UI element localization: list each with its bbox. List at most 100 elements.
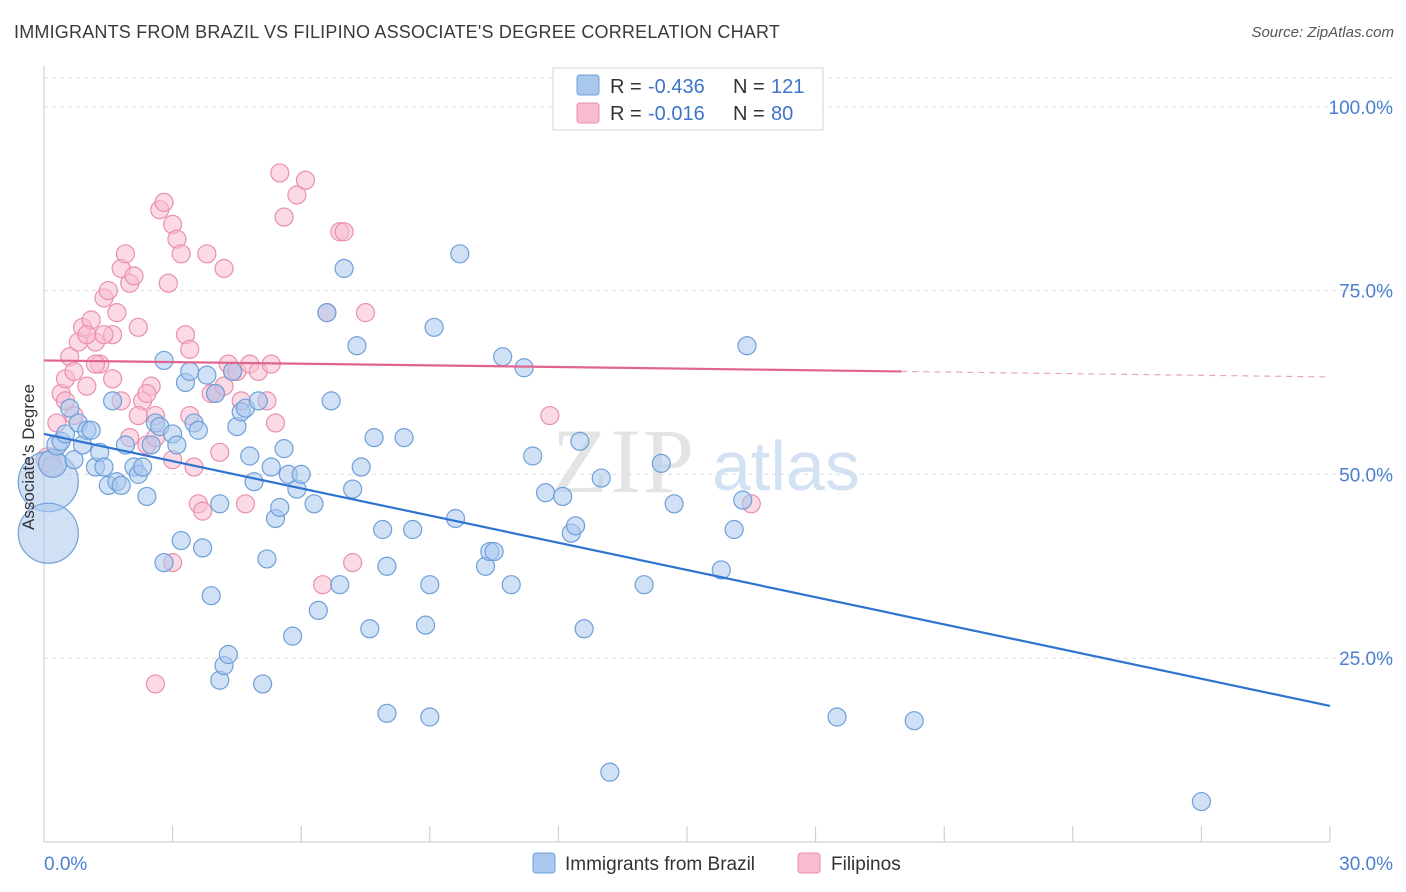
- brazil-point: [270, 497, 290, 518]
- brazil-point: [244, 472, 264, 492]
- filipinos-point: [270, 163, 290, 183]
- y-tick-label: 100.0%: [1329, 98, 1394, 119]
- legend-swatch-brazil: [576, 74, 600, 96]
- watermark: ZIP atlas: [552, 410, 860, 512]
- brazil-point: [274, 439, 294, 459]
- filipinos-point: [107, 303, 127, 323]
- brazil-point: [64, 450, 84, 470]
- brazil-point: [321, 391, 341, 411]
- brazil-point: [132, 457, 153, 477]
- filipinos-point: [128, 317, 148, 337]
- brazil-point: [574, 619, 594, 639]
- brazil-point: [364, 428, 384, 448]
- brazil-point: [651, 453, 671, 473]
- brazil-point: [193, 538, 213, 558]
- filipinos-point: [197, 244, 217, 264]
- filipinos-point: [235, 494, 256, 514]
- brazil-point: [188, 420, 208, 440]
- brazil-point: [501, 575, 521, 595]
- x-tick-label-min: 0.0%: [44, 854, 87, 875]
- brazil-point: [60, 398, 80, 418]
- brazil-point: [904, 711, 924, 731]
- brazil-point: [257, 549, 277, 569]
- legend-r-value-1: -0.436: [648, 76, 705, 98]
- chart-source: Source: ZipAtlas.com: [1251, 24, 1394, 41]
- series-brazil-points: [17, 244, 1212, 812]
- filipinos-point: [210, 442, 230, 462]
- filipinos-point: [295, 170, 316, 190]
- brazil-point: [484, 541, 504, 562]
- filipinos-point: [355, 303, 376, 323]
- brazil-point: [330, 575, 350, 595]
- brazil-point: [493, 347, 513, 367]
- brazil-trend-line: [43, 432, 1331, 708]
- chart-title: IMMIGRANTS FROM BRAZIL VS FILIPINO ASSOC…: [14, 22, 781, 42]
- filipinos-point: [145, 674, 166, 694]
- filipinos-point: [85, 354, 106, 374]
- bottom-legend-label-filipinos: Filipinos: [831, 854, 901, 875]
- brazil-point: [394, 428, 414, 448]
- brazil-point: [81, 420, 101, 440]
- brazil-point: [343, 479, 363, 499]
- brazil-point: [197, 365, 217, 385]
- y-axis-label: Associate's Degree: [19, 384, 38, 530]
- brazil-point: [334, 258, 354, 279]
- bottom-legend: Immigrants from Brazil Filipinos: [532, 852, 901, 875]
- trend-lines: [43, 359, 1331, 708]
- filipinos-point: [154, 192, 174, 212]
- brazil-point: [261, 457, 281, 477]
- legend-n-value-2: 80: [771, 103, 793, 125]
- brazil-point: [664, 494, 684, 514]
- filipinos-point: [98, 280, 118, 301]
- brazil-point: [733, 490, 753, 510]
- brazil-point: [304, 494, 324, 514]
- brazil-point: [317, 303, 337, 323]
- filipinos-trend-line: [43, 359, 902, 373]
- brazil-point: [171, 530, 191, 551]
- brazil-point: [154, 350, 174, 371]
- watermark-atlas: atlas: [712, 427, 860, 505]
- legend-n-label-1: N =: [733, 76, 765, 98]
- filipinos-point: [94, 325, 114, 345]
- brazil-point: [141, 435, 161, 455]
- brazil-point: [1191, 791, 1212, 812]
- brazil-point: [600, 762, 620, 782]
- filipinos-point: [287, 185, 307, 205]
- bottom-legend-swatch-filipinos: [797, 852, 821, 874]
- brazil-point: [360, 619, 380, 639]
- filipinos-point: [77, 325, 97, 345]
- brazil-point: [523, 446, 543, 466]
- filipinos-point: [313, 575, 333, 595]
- brazil-point: [420, 575, 440, 595]
- brazil-point: [450, 244, 470, 264]
- brazil-point: [210, 494, 230, 514]
- brazil-point: [111, 475, 131, 496]
- legend-r-label-1: R =: [610, 76, 642, 98]
- brazil-point: [424, 317, 444, 337]
- legend-r-value-2: -0.016: [648, 103, 705, 125]
- brazil-point: [711, 560, 731, 580]
- axes: 25.0% 50.0% 75.0% 100.0% 0.0% 30.0%: [43, 66, 1394, 875]
- brazil-point: [377, 556, 397, 576]
- filipinos-point: [137, 383, 157, 404]
- brazil-point: [373, 519, 393, 540]
- brazil-point: [737, 336, 757, 356]
- brazil-point: [377, 703, 397, 723]
- filipinos-point: [115, 244, 136, 264]
- brazil-point: [154, 553, 174, 573]
- brazil-point: [724, 519, 744, 540]
- brazil-point: [223, 361, 243, 382]
- brazil-point: [420, 707, 440, 727]
- brazil-point: [102, 391, 123, 411]
- brazil-point: [308, 600, 328, 621]
- filipinos-point: [274, 207, 294, 227]
- brazil-point: [634, 575, 654, 595]
- brazil-point: [565, 516, 586, 536]
- brazil-point: [291, 464, 311, 484]
- y-tick-label: 50.0%: [1339, 465, 1393, 486]
- legend-n-value-1: 121: [771, 76, 804, 98]
- filipinos-point: [171, 244, 191, 264]
- brazil-point: [827, 707, 847, 727]
- brazil-point: [253, 674, 273, 694]
